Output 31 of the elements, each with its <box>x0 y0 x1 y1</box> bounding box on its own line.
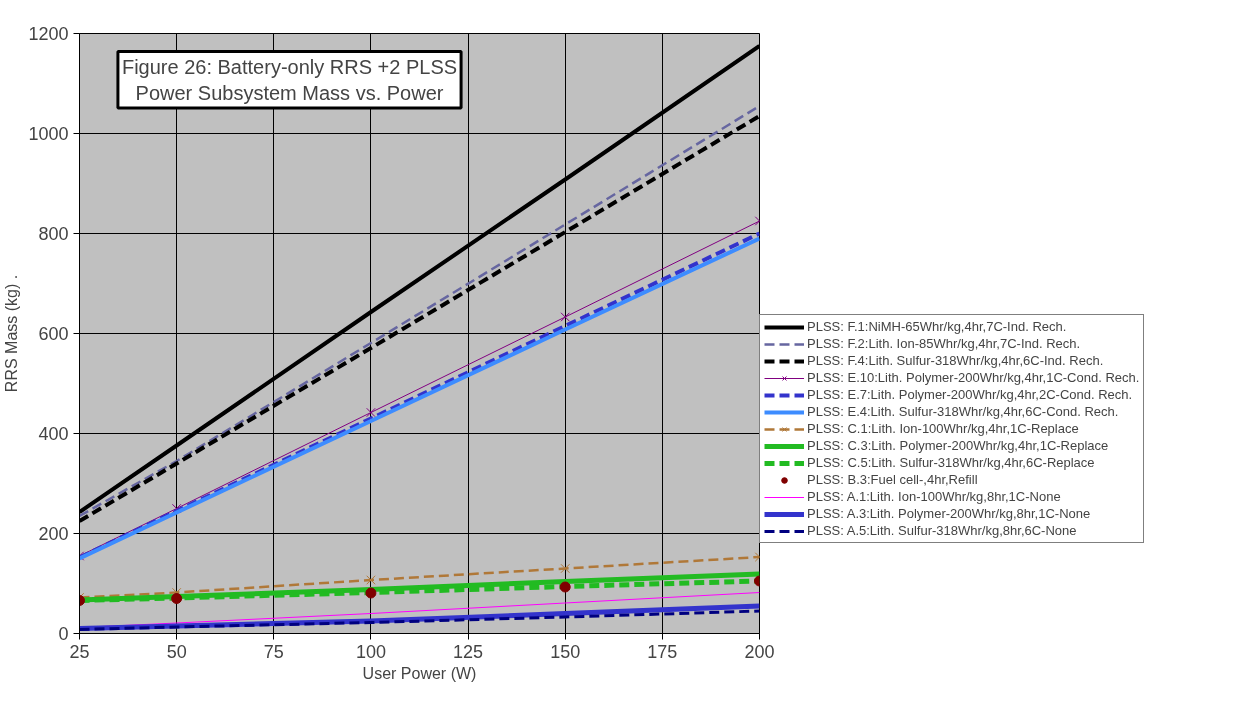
x-tick-label: 50 <box>166 641 187 662</box>
x-tick-label: 125 <box>453 641 484 662</box>
text: Figure 26: Battery-only RRS +2 PLSS Power Subsystem Mass vs. Power <box>121 55 458 104</box>
legend-label: PLSS: F.1:NiMH-65Whr/kg,4hr,7C-Ind. Rech. <box>807 319 1067 334</box>
y-tick-label: 1200 <box>28 24 69 44</box>
legend-label: PLSS: A.1:Lith. Ion-100Whr/kg,8hr,1C-None <box>807 489 1061 504</box>
y-tick-label: 800 <box>38 224 69 244</box>
legend-label: PLSS: E.7:Lith. Polymer-200Whr/kg,4hr,2C-Cond. Rech. <box>807 387 1133 402</box>
legend-label: PLSS: F.4:Lith. Sulfur-318Whr/kg,4hr,6C-Ind. Rech. <box>807 353 1104 368</box>
x-tick-label: 200 <box>744 641 775 662</box>
legend-label: PLSS: F.2:Lith. Ion-85Whr/kg,4hr,7C-Ind. Rech. <box>807 336 1081 351</box>
legend-label: PLSS: C.1:Lith. Ion-100Whr/kg,4hr,1C-Replace <box>807 421 1079 436</box>
legend-label: PLSS: E.4:Lith. Sulfur-318Whr/kg,4hr,6C-Cond. Rech. <box>807 404 1119 419</box>
x-axis-title: User Power (W) <box>362 664 477 682</box>
y-tick-label: 0 <box>58 624 69 644</box>
y-tick-label: 400 <box>38 424 69 444</box>
legend-label: PLSS: A.3:Lith. Polymer-200Whr/kg,8hr,1C-None <box>807 506 1091 521</box>
x-tick-label: 175 <box>647 641 678 662</box>
y-tick-label: 1000 <box>28 124 69 144</box>
y-tick-label: 600 <box>38 324 69 344</box>
y-tick-label: 200 <box>38 524 69 544</box>
legend-label: PLSS: A.5:Lith. Sulfur-318Whr/kg,8hr,6C-None <box>807 523 1077 538</box>
legend-label: PLSS: E.10:Lith. Polymer-200Whr/kg,4hr,1C-Cond. Rech. <box>807 370 1140 385</box>
x-tick-label: 25 <box>69 641 90 662</box>
legend-label: PLSS: C.3:Lith. Polymer-200Whr/kg,4hr,1C-Replace <box>807 438 1109 453</box>
x-tick-label: 75 <box>263 641 284 662</box>
y-axis-title: RRS Mass (kg) . <box>3 274 21 393</box>
legend-label: PLSS: B.3:Fuel cell-,4hr,Refill <box>807 472 978 487</box>
x-tick-label: 150 <box>550 641 581 662</box>
x-tick-label: 100 <box>355 641 386 662</box>
legend-label: PLSS: C.5:Lith. Sulfur-318Whr/kg,4hr,6C-Replace <box>807 455 1095 470</box>
